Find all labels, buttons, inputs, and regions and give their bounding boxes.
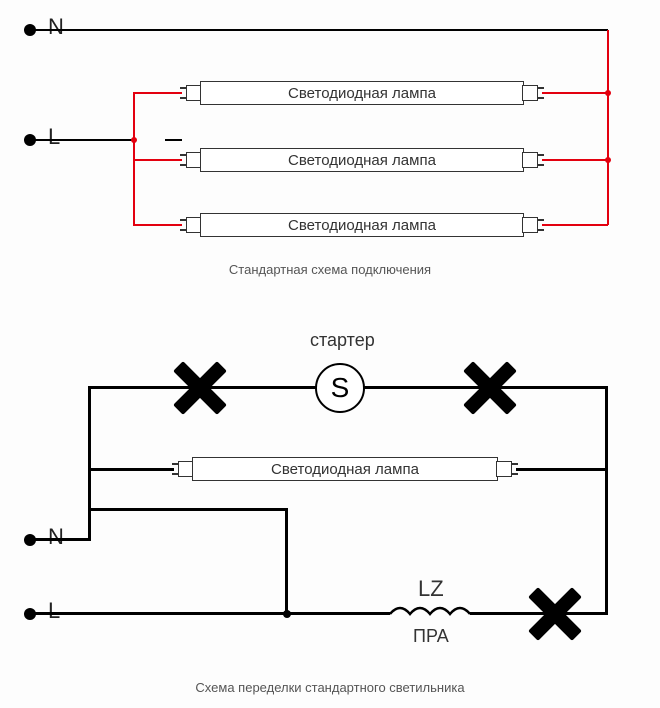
d1-stub-r1: [542, 92, 608, 94]
d2-rail-right-bottom: [605, 468, 608, 615]
d2-inner-horz-top: [88, 508, 288, 511]
d2-ballast-label-top: LZ: [418, 576, 444, 602]
d1-terminal-L-label: L: [48, 124, 60, 150]
d2-cross-bottom-right: [529, 588, 581, 640]
d2-wire-lamp-left: [88, 468, 174, 471]
d2-ballast-coil-icon: [390, 606, 470, 620]
d2-ballast-label-bottom: ПРА: [413, 626, 449, 647]
d2-terminal-L-label: L: [48, 598, 60, 624]
d2-cross-top-right: [464, 362, 516, 414]
d2-lamp-label: Светодиодная лампа: [271, 461, 419, 478]
d1-bus-right: [607, 30, 609, 225]
d2-rail-right-top: [605, 386, 608, 470]
d1-stub-inner1: [165, 139, 182, 141]
d2-wire-lamp-right: [516, 468, 608, 471]
d2-node-inner-L: [283, 610, 291, 618]
d2-starter-label: стартер: [310, 330, 375, 351]
d2-starter-icon: S: [315, 363, 365, 413]
d1-wire-N-h: [30, 29, 608, 31]
d2-starter-symbol: S: [331, 372, 350, 404]
d2-wire-L-left: [30, 612, 390, 615]
d1-lamp-2-label: Светодиодная лампа: [288, 152, 436, 169]
d2-inner-vert: [285, 510, 288, 614]
d1-stub-l3: [133, 224, 182, 226]
d1-stub-l1: [133, 92, 182, 94]
d1-lamp-3: Светодиодная лампа: [182, 213, 542, 237]
d1-node-r1: [605, 90, 611, 96]
d2-caption: Схема переделки стандартного светильника: [0, 680, 660, 695]
d2-cross-top-left: [174, 362, 226, 414]
d2-rail-left-bottom: [88, 468, 91, 541]
d1-lamp-2: Светодиодная лампа: [182, 148, 542, 172]
d2-wire-N: [30, 538, 90, 541]
d1-stub-r3: [542, 224, 608, 226]
d2-lamp: Светодиодная лампа: [174, 457, 516, 481]
d1-caption: Стандартная схема подключения: [0, 262, 660, 277]
d1-node-leftbus-L: [131, 137, 137, 143]
d1-wire-L-h: [30, 139, 134, 141]
d1-node-r2: [605, 157, 611, 163]
d1-lamp-1-label: Светодиодная лампа: [288, 85, 436, 102]
d1-stub-r2: [542, 159, 608, 161]
d1-lamp-1: Светодиодная лампа: [182, 81, 542, 105]
d2-rail-left-top: [88, 386, 91, 470]
d1-stub-l2: [133, 159, 182, 161]
d1-terminal-N-label: N: [48, 14, 64, 40]
d2-terminal-N-label: N: [48, 524, 64, 550]
d1-lamp-3-label: Светодиодная лампа: [288, 217, 436, 234]
